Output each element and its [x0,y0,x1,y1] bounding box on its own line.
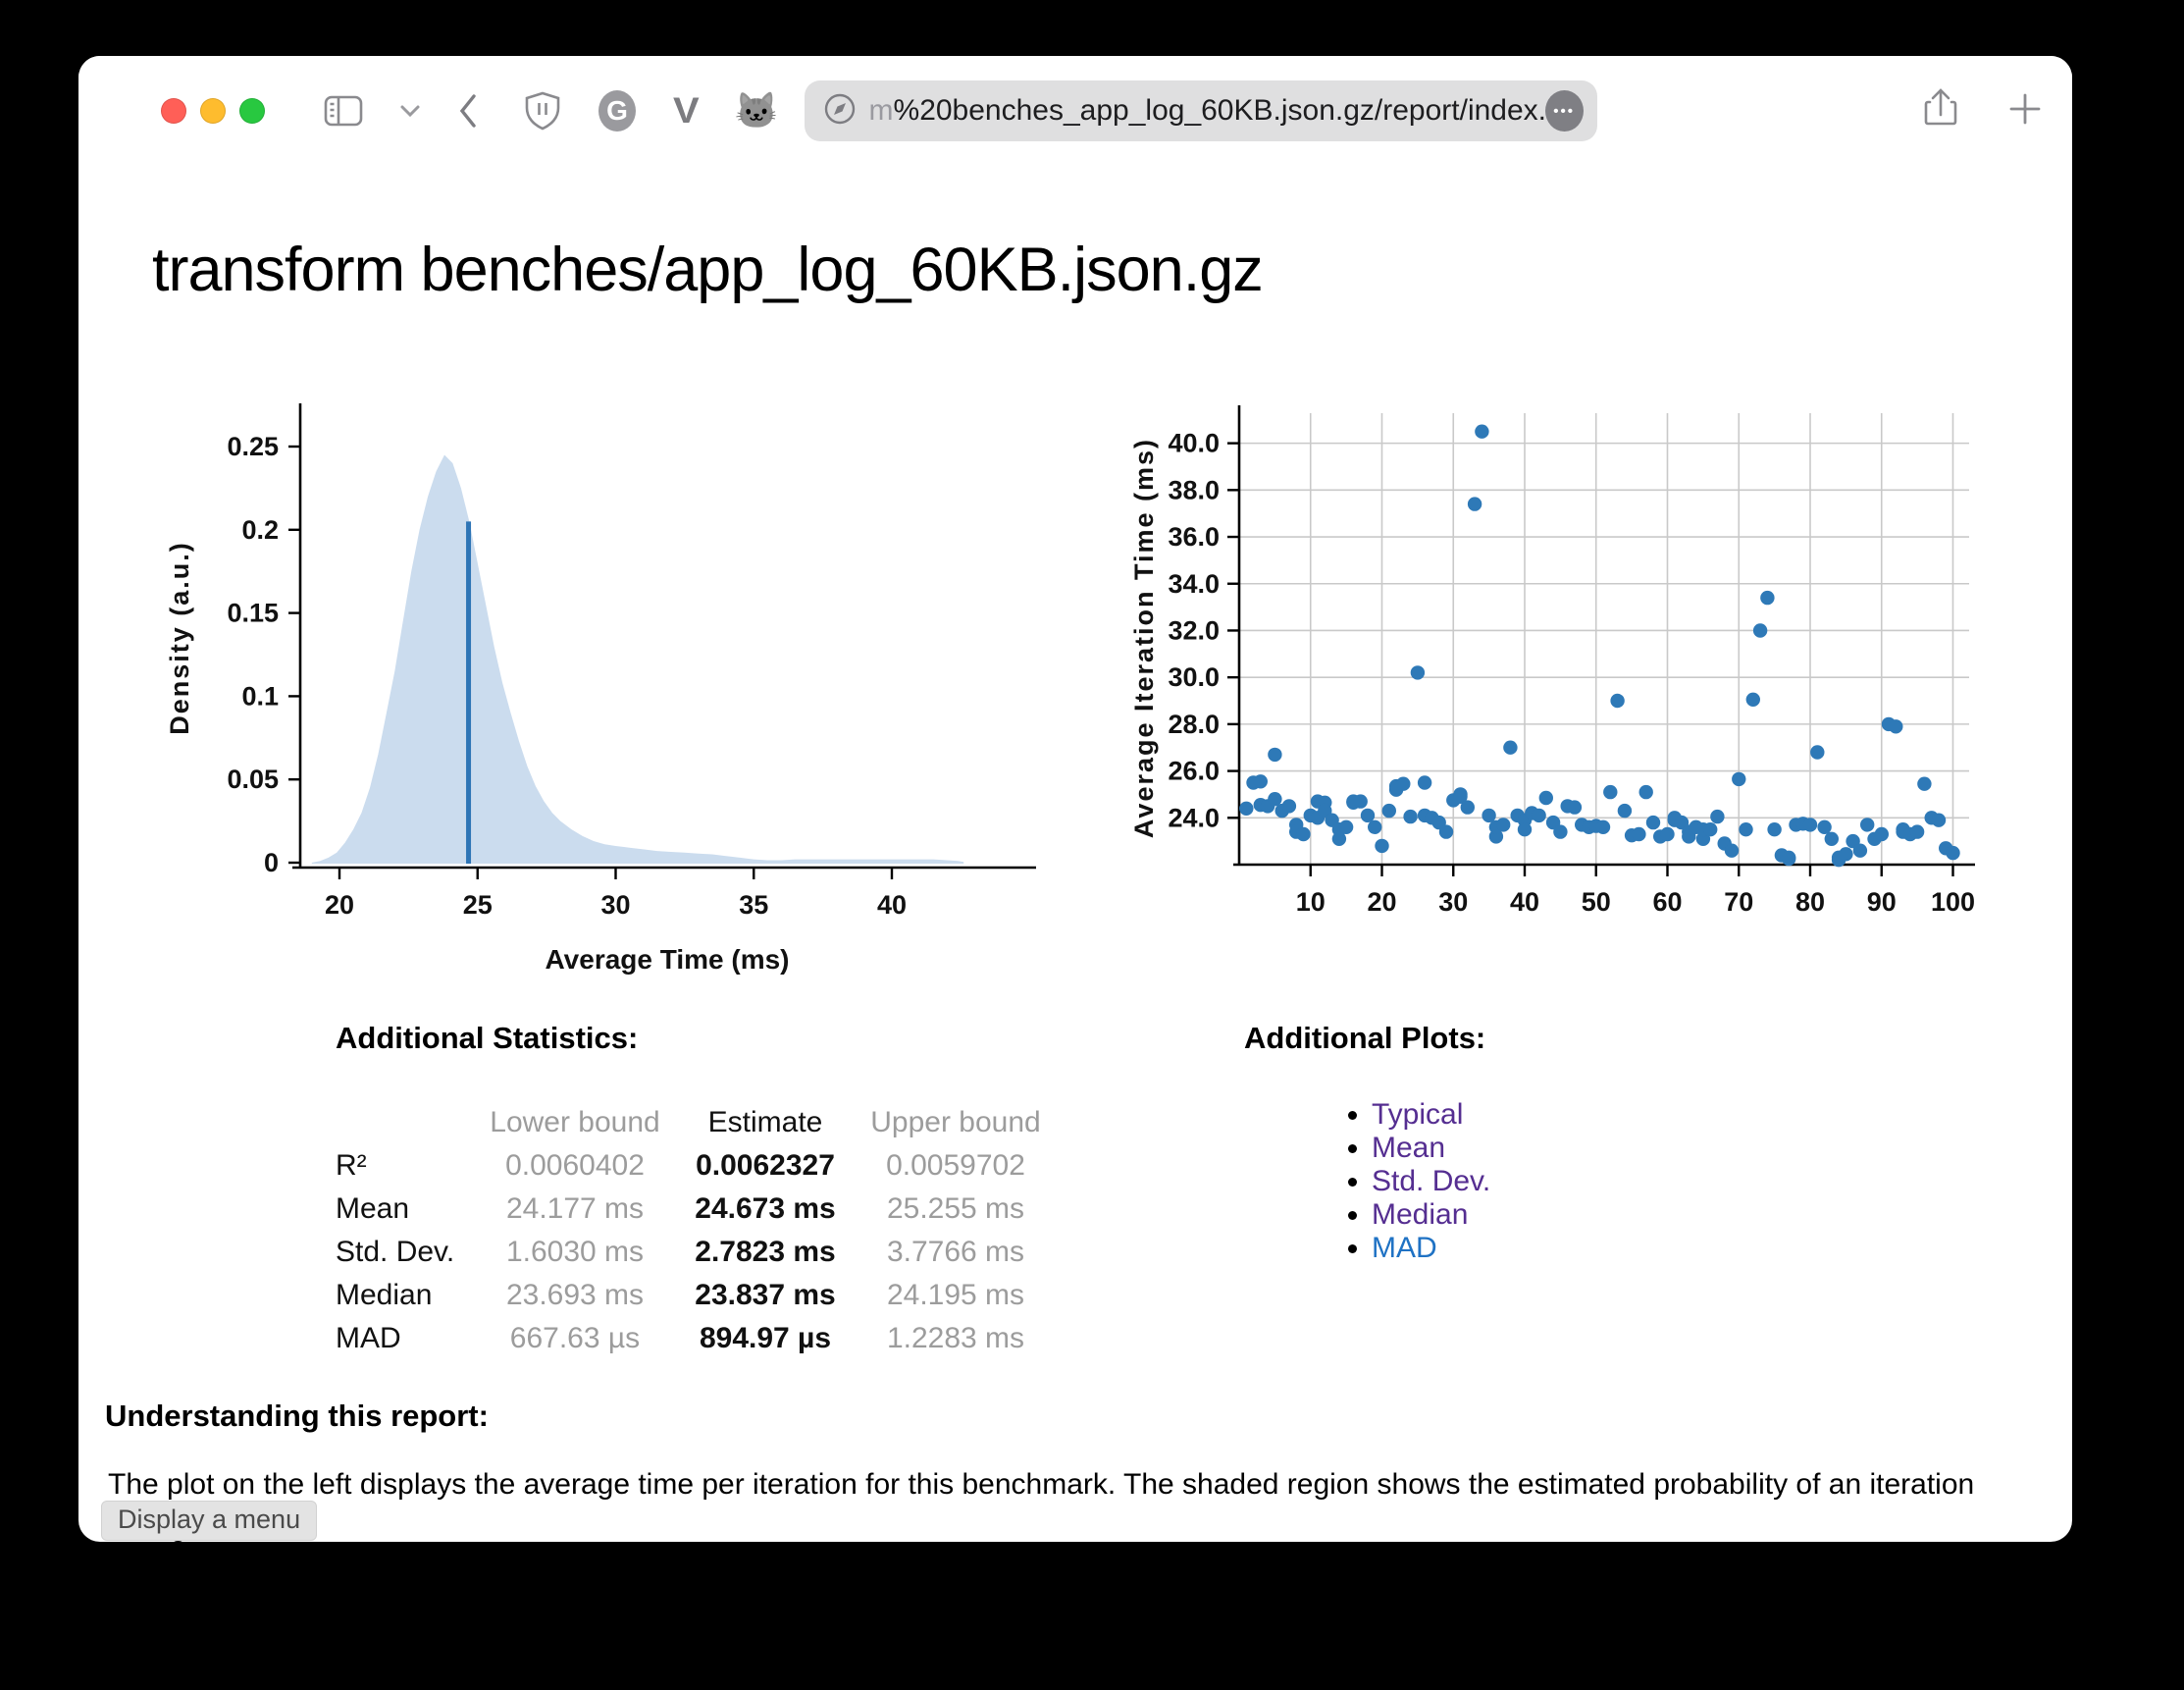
back-button-icon[interactable] [457,93,479,129]
additional-plots-section: Additional Plots: Typical Mean Std. Dev.… [1244,1021,1490,1266]
svg-text:0.1: 0.1 [241,681,279,711]
svg-text:50: 50 [1582,887,1611,917]
new-tab-icon[interactable] [2007,91,2043,132]
cat-extension-icon[interactable]: 🐱 [734,90,779,131]
svg-text:20: 20 [325,890,354,920]
page-title: transform benches/app_log_60KB.json.gz [152,236,1264,304]
column-header-lower-bound: Lower bound [490,1106,660,1138]
v-extension-icon[interactable]: V [673,90,700,132]
statistics-table: Lower bound Estimate Upper bound R² 0.00… [336,1101,1056,1360]
svg-text:30: 30 [600,890,630,920]
list-item: Mean [1372,1133,1490,1163]
additional-statistics-section: Additional Statistics: Lower bound Estim… [336,1021,1056,1360]
svg-text:60: 60 [1652,887,1682,917]
svg-text:40.0: 40.0 [1168,429,1220,458]
additional-statistics-heading: Additional Statistics: [336,1021,639,1055]
browser-window: G V 🐱 m%20benches_app_log_60KB.json.gz/r… [78,56,2072,1542]
table-row: R² 0.0060402 0.0062327 0.0059702 [336,1149,1025,1182]
svg-text:0.2: 0.2 [241,515,279,545]
understanding-heading: Understanding this report: [105,1399,489,1433]
iteration-times-plot[interactable]: 10 20 30 40 50 60 70 80 90 100 24.0 26.0 28.0 30.0 32.… [1133,388,2006,996]
svg-text:30.0: 30.0 [1168,662,1220,692]
list-item: Median [1372,1199,1490,1230]
status-tooltip: Display a menu [101,1501,318,1541]
zoom-window-button[interactable] [239,98,265,124]
chevron-down-icon[interactable] [398,103,422,119]
svg-text:0.25: 0.25 [227,432,279,461]
svg-text:28.0: 28.0 [1168,710,1220,739]
share-icon[interactable] [1923,87,1958,135]
svg-text:20: 20 [1367,887,1396,917]
svg-text:40: 40 [877,890,907,920]
svg-text:24.0: 24.0 [1168,803,1220,832]
minimize-window-button[interactable] [200,98,226,124]
svg-text:100: 100 [1931,887,1975,917]
shield-pause-extension-icon[interactable] [524,91,561,131]
additional-plot-link[interactable]: MAD [1372,1232,1437,1264]
list-item: MAD [1372,1233,1490,1263]
svg-text:G: G [606,95,628,126]
more-options-button[interactable]: ••• [1544,90,1584,132]
svg-text:40: 40 [1510,887,1539,917]
svg-text:Average Time (ms): Average Time (ms) [546,944,790,975]
svg-text:34.0: 34.0 [1168,569,1220,599]
url-text: m%20benches_app_log_60KB.json.gz/report/… [868,94,1545,127]
svg-text:26.0: 26.0 [1168,757,1220,786]
svg-text:0: 0 [264,848,279,877]
density-plot[interactable]: 20 25 30 35 40 0 0.05 0.1 0.15 0.2 0.25 Average Tim… [147,388,1050,996]
browser-toolbar: G V 🐱 m%20benches_app_log_60KB.json.gz/r… [78,56,2072,166]
svg-text:30: 30 [1438,887,1468,917]
svg-text:90: 90 [1867,887,1897,917]
svg-text:80: 80 [1795,887,1825,917]
svg-text:70: 70 [1724,887,1753,917]
additional-plot-link[interactable]: Typical [1372,1098,1464,1131]
additional-plot-link[interactable]: Std. Dev. [1372,1165,1491,1197]
svg-text:32.0: 32.0 [1168,615,1220,645]
svg-text:10: 10 [1296,887,1326,917]
table-row: Std. Dev. 1.6030 ms 2.7823 ms 3.7766 ms [336,1236,1025,1268]
column-header-upper-bound: Upper bound [870,1106,1041,1138]
svg-text:36.0: 36.0 [1168,522,1220,552]
compass-icon [822,91,858,132]
g-extension-icon[interactable]: G [597,89,638,132]
table-row: Median 23.693 ms 23.837 ms 24.195 ms [336,1279,1025,1311]
column-header-estimate: Estimate [707,1106,823,1138]
table-row: MAD 667.63 µs 894.97 µs 1.2283 ms [336,1322,1025,1354]
address-bar[interactable]: m%20benches_app_log_60KB.json.gz/report/… [804,80,1597,141]
additional-plot-link[interactable]: Mean [1372,1132,1446,1164]
additional-plot-link[interactable]: Median [1372,1198,1469,1231]
svg-text:0.05: 0.05 [227,765,279,794]
svg-text:35: 35 [739,890,768,920]
svg-text:38.0: 38.0 [1168,475,1220,504]
sidebar-toggle-icon[interactable] [324,94,363,128]
additional-plots-heading: Additional Plots: [1244,1021,1486,1055]
svg-text:0.15: 0.15 [227,599,279,628]
list-item: Std. Dev. [1372,1166,1490,1196]
table-row: Mean 24.177 ms 24.673 ms 25.255 ms [336,1192,1025,1225]
list-item: Typical [1372,1099,1490,1130]
understanding-paragraph: The plot on the left displays the averag… [108,1468,1975,1542]
svg-text:Average Iteration Time (ms): Average Iteration Time (ms) [1133,438,1159,838]
close-window-button[interactable] [161,98,186,124]
traffic-lights [161,98,265,124]
svg-text:25: 25 [463,890,493,920]
svg-text:Density (a.u.): Density (a.u.) [165,541,194,735]
